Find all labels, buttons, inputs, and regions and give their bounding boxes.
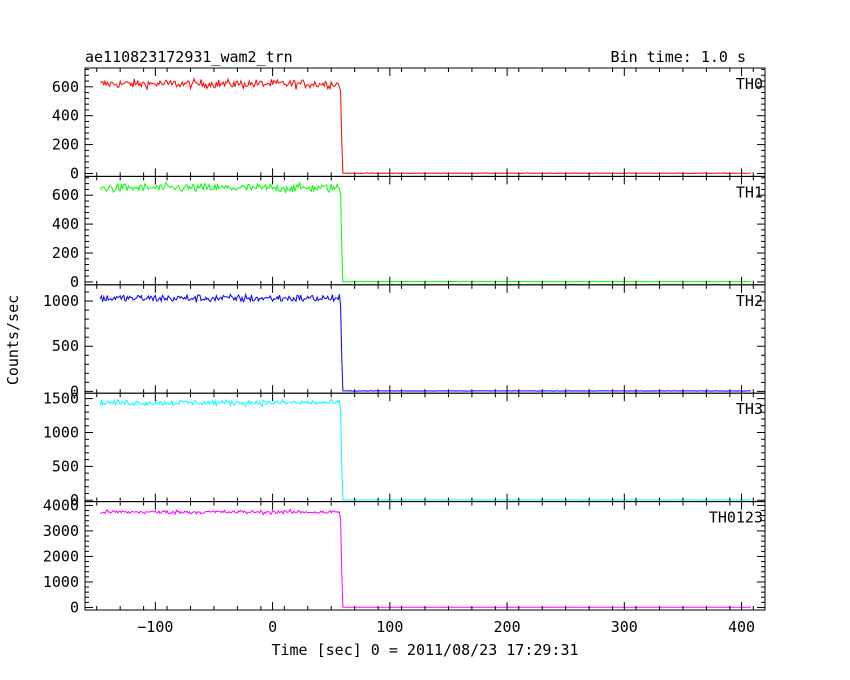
panel-frame (84, 392, 766, 503)
y-tick-label: 2000 (43, 547, 79, 565)
panel-th0123: 0 1000 2000 3000 4000 TH0123 −100 0 100 200 300 400 (43, 496, 766, 636)
panel-th2: 0 500 1000 TH2 (43, 284, 766, 400)
panel-frame (84, 284, 766, 394)
series-line-th3 (99, 398, 751, 501)
panel-th0: 0 200 400 600 TH0 (52, 67, 766, 183)
y-tick-label: 400 (52, 107, 79, 125)
y-tick-label: 600 (52, 78, 79, 96)
y-tick-label: 0 (70, 491, 79, 509)
x-tick-label: 300 (611, 618, 638, 636)
y-tick-label: 4000 (43, 496, 79, 514)
x-tick-label: 200 (494, 618, 521, 636)
panel-th1: 0 200 400 600 TH1 (52, 175, 766, 291)
y-tick-label: 0 (70, 598, 79, 616)
y-tick-label: 1000 (43, 423, 79, 441)
y-tick-label: 0 (70, 273, 79, 291)
panel-th3: 0 500 1000 1500 TH3 (43, 390, 766, 509)
panel-label-th0: TH0 (736, 75, 763, 93)
panel-frame (84, 67, 766, 177)
panel-label-th0123: TH0123 (709, 509, 763, 527)
y-tick-label: 3000 (43, 522, 79, 540)
chart-title: ae110823172931_wam2_trn (85, 48, 293, 66)
x-tick-label: −100 (137, 618, 173, 636)
y-tick-label: 200 (52, 136, 79, 154)
y-axis-title: Counts/sec (4, 295, 22, 385)
x-tick-label: 100 (376, 618, 403, 636)
y-tick-label: 600 (52, 186, 79, 204)
panel-frame (84, 175, 766, 286)
panel-label-th2: TH2 (736, 292, 763, 310)
panel-label-th3: TH3 (736, 400, 763, 418)
y-tick-label: 400 (52, 215, 79, 233)
series-line-th0123 (100, 508, 751, 608)
series-line-th1 (99, 181, 751, 283)
y-tick-label: 1000 (43, 573, 79, 591)
y-tick-label: 500 (52, 457, 79, 475)
panel-label-th1: TH1 (736, 183, 763, 201)
y-tick-label: 0 (70, 165, 79, 183)
series-line-th0 (99, 77, 751, 175)
x-tick-label: 0 (268, 618, 277, 636)
series-line-th2 (99, 292, 751, 392)
y-tick-label: 1500 (43, 390, 79, 408)
panel-frame (84, 501, 766, 611)
y-tick-label: 200 (52, 244, 79, 262)
x-axis-title: Time [sec] 0 = 2011/08/23 17:29:31 (271, 641, 578, 659)
y-tick-label: 500 (52, 337, 79, 355)
y-tick-label: 0 (70, 382, 79, 400)
x-tick-label: 400 (728, 618, 755, 636)
y-tick-label: 1000 (43, 292, 79, 310)
bin-time-label: Bin time: 1.0 s (611, 48, 746, 66)
